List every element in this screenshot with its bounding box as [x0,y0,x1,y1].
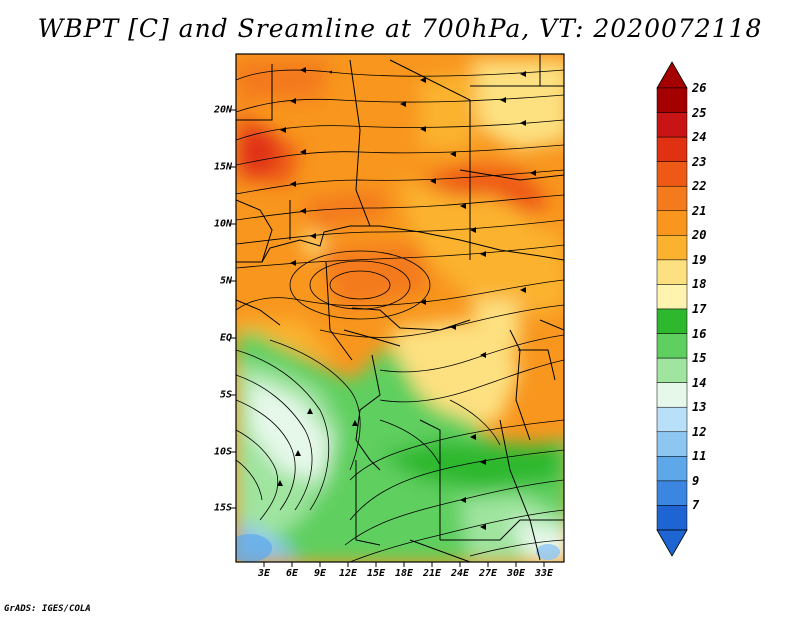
colorbar-label: 14 [692,375,707,390]
colorbar-segment [656,333,688,359]
colorbar-segment [656,382,688,408]
colorbar-label: 15 [692,351,707,366]
colorbar-segment [656,431,688,457]
colorbar-label: 21 [692,203,707,218]
colorbar-segment [656,259,688,285]
lon-label-9e: 9E [313,568,327,579]
colorbar-segment [656,456,688,482]
colorbar-segment [656,357,688,383]
colorbar [656,61,688,557]
colorbar-label: 11 [692,449,707,464]
colorbar-label: 12 [692,424,707,439]
map-frame [235,53,565,563]
lon-label-12e: 12E [338,568,358,579]
lon-label-27e: 27E [478,568,498,579]
colorbar-segment [656,235,688,261]
lon-label-15e: 15E [366,568,386,579]
lat-label-15s: 15S [213,502,232,514]
wbpt-field [236,54,564,562]
colorbar-label: 20 [692,228,707,243]
colorbar-segment [656,505,688,531]
colorbar-label: 17 [692,302,707,316]
colorbar-segment [656,185,688,212]
colorbar-label: 9 [692,473,700,488]
colorbar-label: 13 [692,400,707,415]
colorbar-segment [656,136,688,162]
lon-label-33e: 33E [534,568,554,579]
colorbar-label: 22 [692,179,707,194]
lat-label-5s: 5S [219,389,232,401]
colorbar-label: 18 [692,277,707,292]
lat-label-15n: 15N [213,161,232,173]
lon-label-18e: 18E [394,568,414,579]
colorbar-bottom-arrow [656,529,688,557]
map-title: WBPT [C] and Sreamline at 700hPa, VT: 20… [37,14,763,43]
colorbar-segment [656,308,688,334]
lat-label-10s: 10S [213,446,232,458]
lat-label-5n: 5N [219,275,232,287]
colorbar-label: 25 [692,105,707,120]
colorbar-label: 26 [692,81,707,95]
lon-label-24e: 24E [450,568,470,579]
colorbar-label: 19 [692,252,707,267]
colorbar-label: 23 [692,154,707,169]
colorbar-segment [656,161,688,187]
colorbar-segment [656,284,688,310]
colorbar-segment [656,406,688,433]
lon-label-3e: 3E [257,568,271,579]
colorbar-top-arrow [656,61,688,89]
lat-label-eq: EQ [219,332,232,344]
lon-label-30e: 30E [506,568,526,579]
lon-label-21e: 21E [422,568,442,579]
colorbar-label: 24 [692,130,707,145]
lat-label-20n: 20N [213,104,232,116]
footer-credit: GrADS: IGES/COLA [4,604,91,614]
lon-label-6e: 6E [285,568,299,579]
lat-label-10n: 10N [213,218,232,230]
colorbar-label: 16 [692,326,707,341]
colorbar-segment [656,480,688,506]
colorbar-segment [656,87,688,113]
colorbar-segment [656,210,688,236]
colorbar-segment [656,112,688,138]
colorbar-label: 7 [692,498,700,513]
